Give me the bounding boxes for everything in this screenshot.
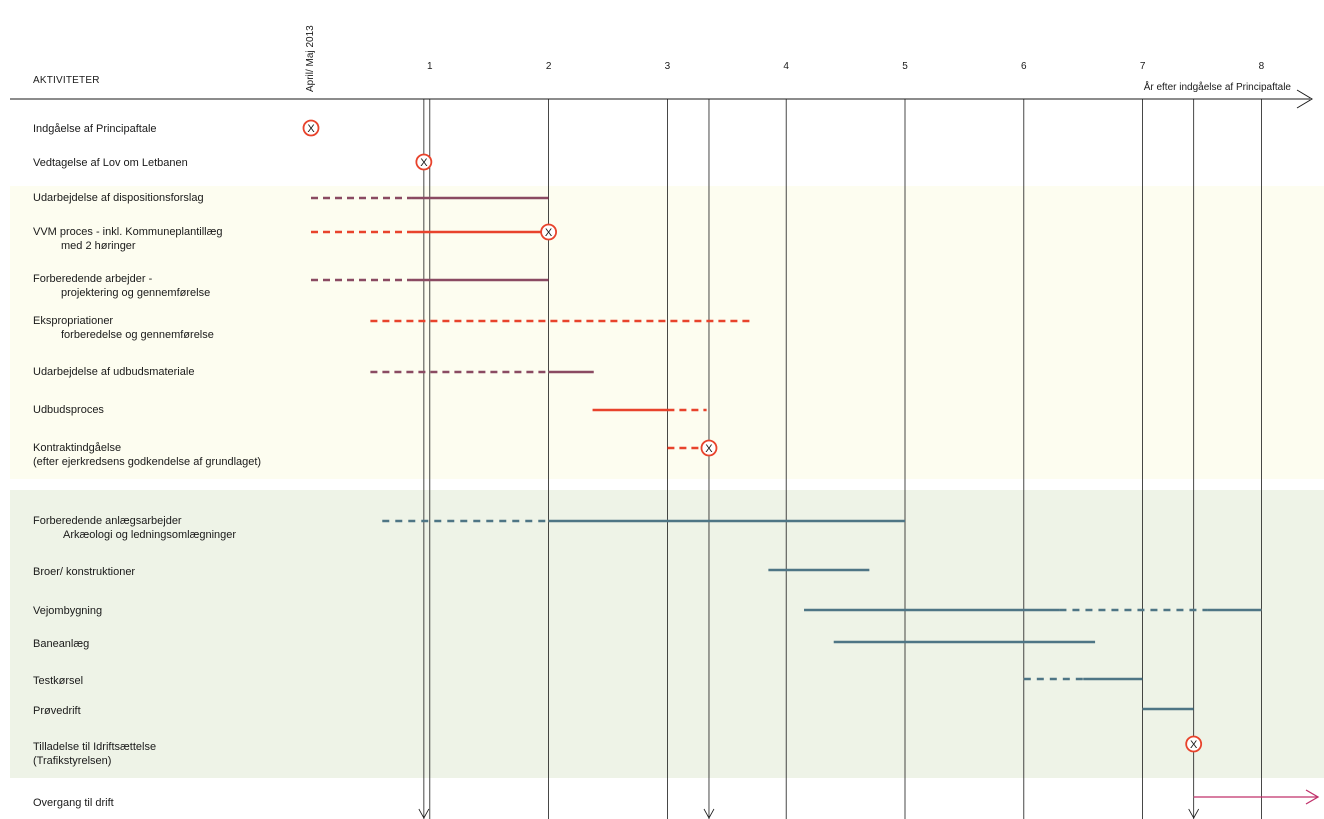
activity-label: Baneanlæg bbox=[33, 637, 89, 651]
activity-label-line: Forberedende arbejder - bbox=[33, 273, 153, 285]
activity-label-line: med 2 høringer bbox=[61, 240, 136, 252]
activity-label-line: Forberedende anlægsarbejder bbox=[33, 515, 182, 527]
activity-label-line: Broer/ konstruktioner bbox=[33, 566, 136, 578]
activity-label: Broer/ konstruktioner bbox=[33, 565, 135, 579]
milestone-icon: X bbox=[540, 223, 557, 241]
activity-label: Kontraktindgåelse (efter ejerkredsens god… bbox=[33, 441, 261, 469]
milestone-circle bbox=[1185, 735, 1203, 753]
activity-label-line: Indgåelse af Principaftale bbox=[33, 123, 157, 135]
activity-label-line: Udarbejdelse af dispositionsforslag bbox=[33, 192, 204, 204]
milestone-icon: X bbox=[415, 153, 433, 171]
milestone-icon: X bbox=[700, 439, 718, 457]
activity-label: Forberedende arbejder - projektering og g… bbox=[33, 272, 210, 300]
activity-label: Udbudsproces bbox=[33, 403, 104, 417]
activity-label-line: Udarbejdelse af udbudsmateriale bbox=[33, 366, 195, 378]
activity-label: Testkørsel bbox=[33, 674, 83, 688]
activity-label: Udarbejdelse af udbudsmateriale bbox=[33, 365, 194, 379]
activity-label: Udarbejdelse af dispositionsforslag bbox=[33, 191, 204, 205]
activity-label-line: Prøvedrift bbox=[33, 705, 81, 717]
activity-label-line: VVM proces - inkl. Kommuneplantillæg bbox=[33, 226, 223, 238]
activity-label-line: Arkæologi og ledningsomlægninger bbox=[63, 529, 237, 541]
operation-arrowhead bbox=[1305, 789, 1320, 805]
milestone-icon: X bbox=[1185, 735, 1203, 753]
year-tick-label: 7 bbox=[1139, 61, 1146, 72]
milestone-glyph: X bbox=[705, 443, 713, 455]
milestone-glyph: X bbox=[307, 123, 315, 135]
activity-label-line: Testkørsel bbox=[33, 675, 84, 687]
year-tick-label: 3 bbox=[664, 61, 671, 72]
year-tick-label: 4 bbox=[783, 61, 789, 72]
activity-label: Tilladelse til Idriftsættelse (Trafikstyr… bbox=[33, 740, 156, 768]
milestone-glyph: X bbox=[420, 157, 428, 169]
activity-label-line: Ekspropriationer bbox=[33, 315, 114, 327]
activity-label: Overgang til drift bbox=[33, 796, 114, 810]
milestone-glyph: X bbox=[1190, 739, 1198, 751]
milestone-circle bbox=[415, 153, 433, 171]
activity-label: Ekspropriationer forberedelse og gennemfø… bbox=[33, 314, 214, 342]
activity-label-line: (Trafikstyrelsen) bbox=[33, 755, 112, 767]
activity-label-line: Vedtagelse af Lov om Letbanen bbox=[33, 157, 188, 169]
milestone-marker-arrowhead bbox=[1188, 808, 1200, 819]
activity-label-line: Baneanlæg bbox=[33, 638, 90, 650]
time-axis-arrowhead bbox=[1296, 89, 1313, 109]
milestone-glyph: X bbox=[545, 227, 553, 239]
activity-label-line: Tilladelse til Idriftsættelse bbox=[33, 741, 157, 753]
year-tick-label: 1 bbox=[427, 61, 433, 72]
activity-label-line: projektering og gennemførelse bbox=[61, 287, 211, 299]
activity-label-line: Kontraktindgåelse bbox=[33, 442, 122, 454]
activity-label-line: Udbudsproces bbox=[33, 404, 104, 416]
year-tick-label: 2 bbox=[545, 61, 552, 72]
activity-label-line: Vejombygning bbox=[33, 605, 103, 617]
milestone-marker-arrowhead bbox=[418, 808, 430, 819]
milestone-marker-arrowhead bbox=[703, 808, 715, 819]
activities-header: AKTIVITETER bbox=[33, 75, 100, 86]
milestone-circle bbox=[302, 119, 320, 137]
milestone-icon: X bbox=[302, 119, 320, 137]
year-tick-label: 6 bbox=[1021, 61, 1027, 72]
axis-title: År efter indgåelse af Principaftale bbox=[1143, 82, 1291, 93]
year-tick-label: 5 bbox=[902, 61, 908, 72]
milestone-circle bbox=[540, 223, 557, 241]
activity-label: Indgåelse af Principaftale bbox=[33, 122, 157, 136]
activity-label-line: forberedelse og gennemførelse bbox=[61, 329, 214, 341]
activity-label: Forberedende anlægsarbejder Arkæologi og … bbox=[33, 514, 236, 542]
activity-label: VVM proces - inkl. Kommuneplantillæg med … bbox=[33, 225, 223, 253]
activity-label: Prøvedrift bbox=[33, 704, 81, 718]
activity-label-line: (efter ejerkredsens godkendelse af grund… bbox=[33, 456, 262, 468]
activity-label-line: Overgang til drift bbox=[33, 797, 114, 809]
milestone-circle bbox=[700, 439, 718, 457]
year-tick-label: 8 bbox=[1258, 61, 1265, 72]
activity-label: Vejombygning bbox=[33, 604, 102, 618]
activity-label: Vedtagelse af Lov om Letbanen bbox=[33, 156, 188, 170]
